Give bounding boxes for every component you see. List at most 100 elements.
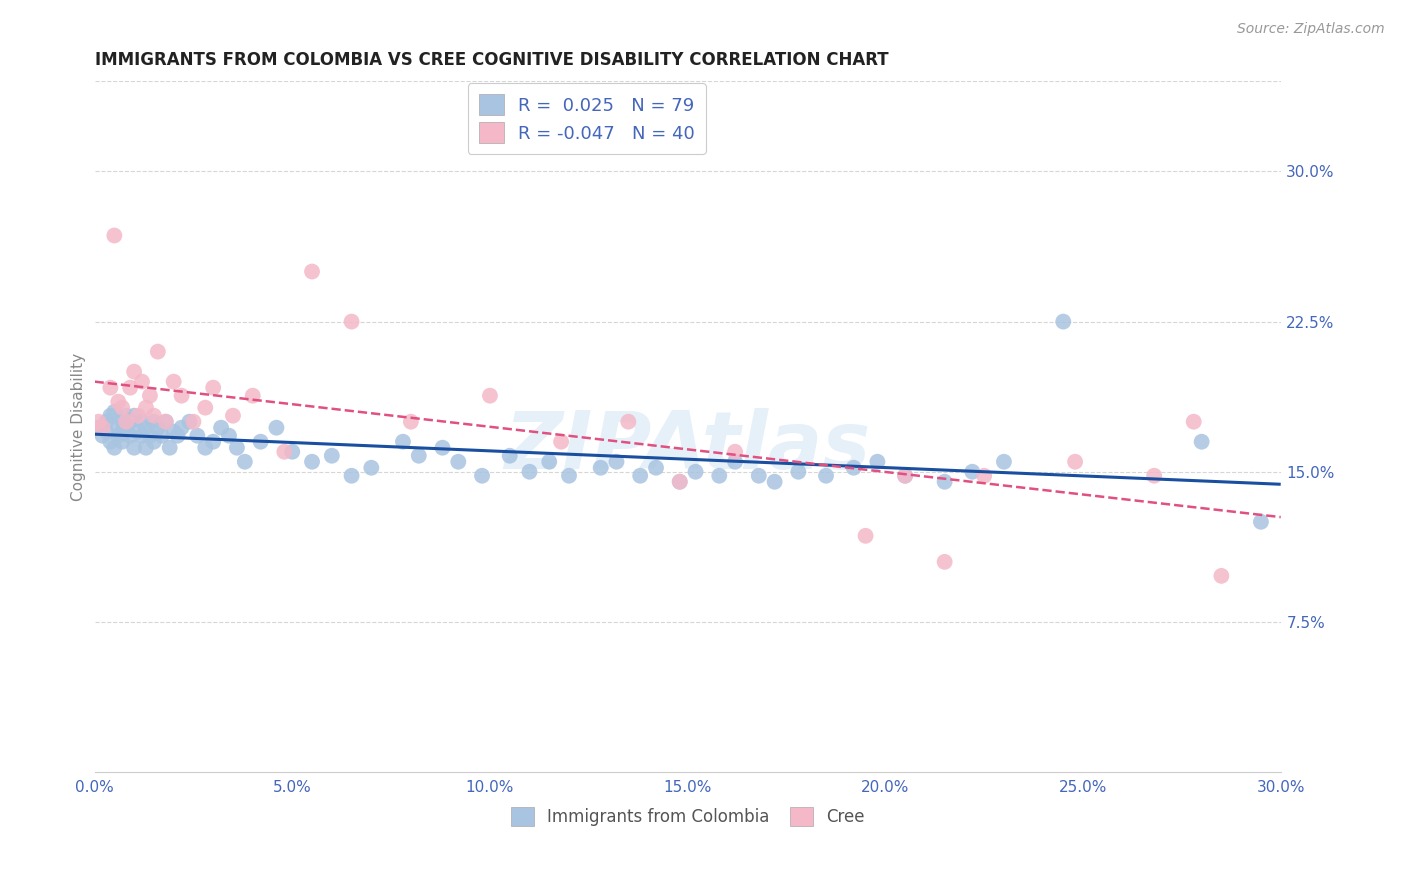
Point	[111, 401, 134, 415]
Point	[142, 415, 165, 429]
Point	[131, 415, 153, 429]
Point	[107, 428, 129, 442]
Point	[139, 389, 162, 403]
Point	[107, 420, 129, 434]
Point	[748, 468, 770, 483]
Point	[115, 415, 138, 429]
Point	[122, 409, 145, 423]
Point	[724, 444, 747, 458]
Point	[519, 465, 541, 479]
Point	[222, 409, 245, 423]
Point	[155, 415, 177, 429]
Text: Source: ZipAtlas.com: Source: ZipAtlas.com	[1237, 22, 1385, 37]
Point	[1250, 515, 1272, 529]
Point	[142, 409, 165, 423]
Point	[96, 425, 118, 439]
Point	[266, 420, 288, 434]
Point	[685, 465, 707, 479]
Point	[209, 420, 232, 434]
Point	[273, 444, 295, 458]
Point	[120, 428, 142, 442]
Point	[550, 434, 572, 449]
Point	[107, 394, 129, 409]
Point	[103, 228, 125, 243]
Point	[1052, 315, 1074, 329]
Point	[194, 401, 217, 415]
Point	[1064, 455, 1087, 469]
Point	[100, 434, 122, 449]
Point	[186, 428, 208, 442]
Point	[150, 428, 173, 442]
Point	[962, 465, 984, 479]
Point	[787, 465, 810, 479]
Point	[103, 405, 125, 419]
Point	[242, 389, 264, 403]
Point	[218, 428, 240, 442]
Point	[814, 468, 837, 483]
Point	[724, 455, 747, 469]
Point	[249, 434, 271, 449]
Point	[163, 375, 186, 389]
Point	[166, 428, 188, 442]
Point	[301, 264, 323, 278]
Text: IMMIGRANTS FROM COLOMBIA VS CREE COGNITIVE DISABILITY CORRELATION CHART: IMMIGRANTS FROM COLOMBIA VS CREE COGNITI…	[94, 51, 889, 69]
Point	[447, 455, 470, 469]
Point	[131, 375, 153, 389]
Point	[1182, 415, 1205, 429]
Point	[100, 381, 122, 395]
Point	[146, 344, 169, 359]
Point	[96, 415, 118, 429]
Point	[668, 475, 690, 489]
Point	[225, 441, 247, 455]
Point	[471, 468, 494, 483]
Point	[163, 425, 186, 439]
Point	[233, 455, 256, 469]
Point	[281, 444, 304, 458]
Point	[111, 434, 134, 449]
Point	[87, 415, 110, 429]
Point	[91, 420, 114, 434]
Point	[115, 420, 138, 434]
Point	[142, 434, 165, 449]
Point	[558, 468, 581, 483]
Point	[894, 468, 917, 483]
Point	[399, 415, 422, 429]
Point	[91, 428, 114, 442]
Point	[605, 455, 627, 469]
Point	[135, 401, 157, 415]
Point	[340, 468, 363, 483]
Point	[120, 415, 142, 429]
Point	[111, 415, 134, 429]
Y-axis label: Cognitive Disability: Cognitive Disability	[72, 352, 86, 500]
Point	[301, 455, 323, 469]
Point	[842, 460, 865, 475]
Point	[146, 420, 169, 434]
Point	[131, 428, 153, 442]
Point	[993, 455, 1015, 469]
Point	[478, 389, 501, 403]
Point	[709, 468, 731, 483]
Point	[973, 468, 995, 483]
Point	[392, 434, 415, 449]
Point	[111, 425, 134, 439]
Point	[763, 475, 786, 489]
Point	[170, 389, 193, 403]
Point	[127, 409, 149, 423]
Point	[668, 475, 690, 489]
Point	[408, 449, 430, 463]
Point	[855, 529, 877, 543]
Point	[934, 555, 956, 569]
Point	[1143, 468, 1166, 483]
Point	[122, 365, 145, 379]
Point	[183, 415, 205, 429]
Point	[170, 420, 193, 434]
Point	[120, 381, 142, 395]
Point	[894, 468, 917, 483]
Point	[87, 420, 110, 434]
Point	[103, 441, 125, 455]
Point	[934, 475, 956, 489]
Point	[645, 460, 668, 475]
Point	[202, 434, 225, 449]
Point	[589, 460, 612, 475]
Point	[135, 420, 157, 434]
